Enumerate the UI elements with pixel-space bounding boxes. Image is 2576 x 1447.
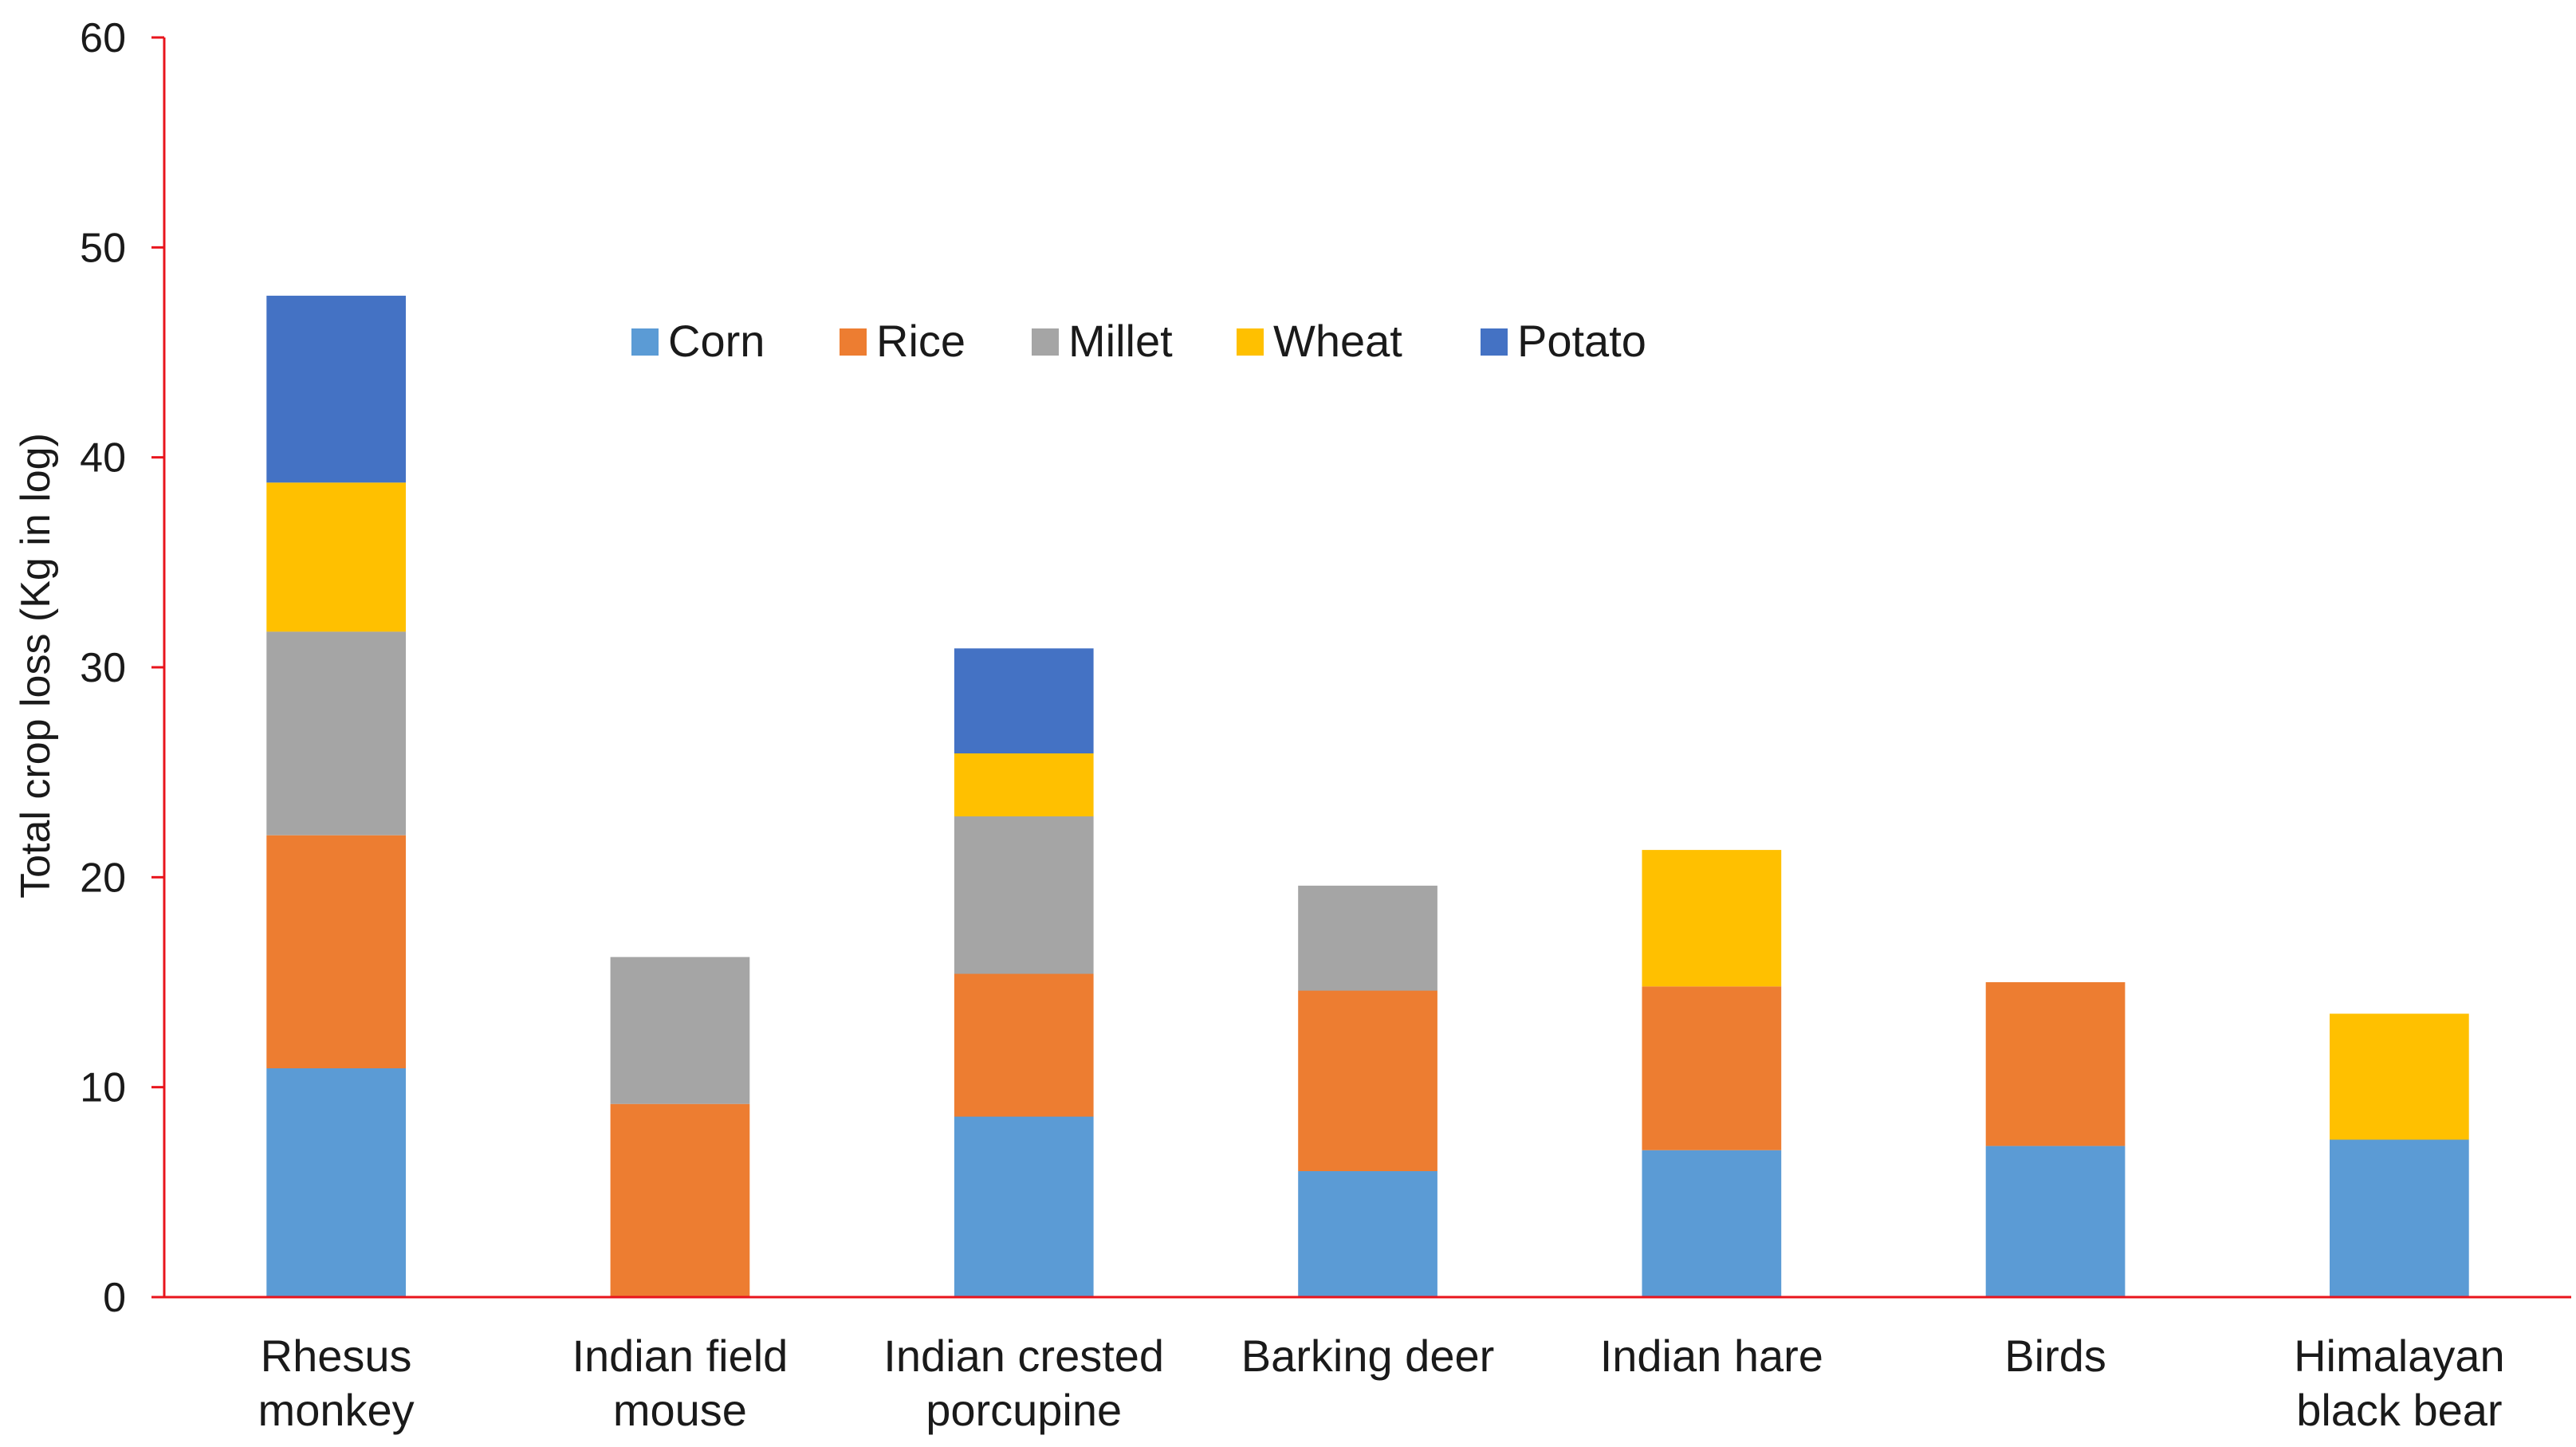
legend-swatch	[1032, 328, 1059, 356]
bar-rice-1	[610, 1103, 750, 1297]
bar-millet-0	[266, 631, 406, 836]
bar-wheat-0	[266, 482, 406, 632]
bar-millet-2	[954, 816, 1094, 974]
y-tick-label: 30	[80, 645, 126, 691]
bar-millet-3	[1298, 885, 1437, 991]
x-category-label: Indian field mouse	[572, 1331, 788, 1435]
bar-corn-6	[2330, 1139, 2469, 1297]
legend-swatch	[631, 328, 659, 356]
bar-millet-1	[610, 957, 750, 1104]
legend: Corn Rice Millet Wheat Potato	[631, 316, 1646, 366]
bar-rice-5	[1985, 982, 2126, 1146]
bar-rice-0	[266, 835, 406, 1068]
bar-corn-0	[266, 1068, 406, 1297]
x-category-label: Indian crested porcupine	[883, 1331, 1164, 1435]
bar-potato-0	[266, 295, 406, 483]
bar-rice-2	[954, 973, 1094, 1117]
legend-item-wheat: Wheat	[1237, 316, 1402, 366]
y-tick-label: 60	[80, 15, 126, 61]
bar-corn-2	[954, 1116, 1094, 1297]
legend-item-rice: Rice	[840, 316, 966, 366]
legend-item-millet: Millet	[1032, 316, 1173, 366]
y-tick-label: 50	[80, 225, 126, 271]
axes-layer: 0 10 20 30 40 50 60 Rhesus monkey Indian field mou…	[80, 15, 2571, 1435]
legend-item-potato: Potato	[1481, 316, 1646, 366]
legend-item-corn: Corn	[631, 316, 765, 366]
bar-corn-5	[1985, 1146, 2126, 1297]
legend-swatch	[1237, 328, 1264, 356]
x-category-label: Himalayan black bear	[2294, 1331, 2505, 1435]
y-tick-label: 20	[80, 855, 126, 901]
legend-swatch	[840, 328, 867, 356]
y-tick-label: 10	[80, 1065, 126, 1111]
bar-corn-4	[1642, 1150, 1782, 1297]
bar-wheat-4	[1642, 850, 1782, 987]
bar-wheat-6	[2330, 1013, 2469, 1140]
bar-rice-4	[1642, 986, 1782, 1150]
bars-layer	[266, 295, 2469, 1297]
legend-label: Corn	[668, 316, 765, 366]
legend-label: Wheat	[1273, 316, 1402, 366]
bar-rice-3	[1298, 990, 1437, 1171]
x-category-label: Indian hare	[1600, 1331, 1823, 1381]
legend-label: Rice	[876, 316, 966, 366]
x-category-label: Barking deer	[1241, 1331, 1495, 1381]
bar-corn-3	[1298, 1171, 1437, 1297]
y-tick-label: 40	[80, 435, 126, 482]
bar-wheat-2	[954, 753, 1094, 816]
x-category-label: Rhesus monkey	[258, 1331, 415, 1435]
y-axis-title: Total crop loss (Kg in log)	[13, 433, 59, 898]
bar-potato-2	[954, 648, 1094, 753]
legend-label: Millet	[1068, 316, 1173, 366]
legend-swatch	[1481, 328, 1508, 356]
y-tick-label: 0	[103, 1275, 126, 1321]
x-category-label: Birds	[2004, 1331, 2106, 1381]
legend-label: Potato	[1517, 316, 1646, 366]
